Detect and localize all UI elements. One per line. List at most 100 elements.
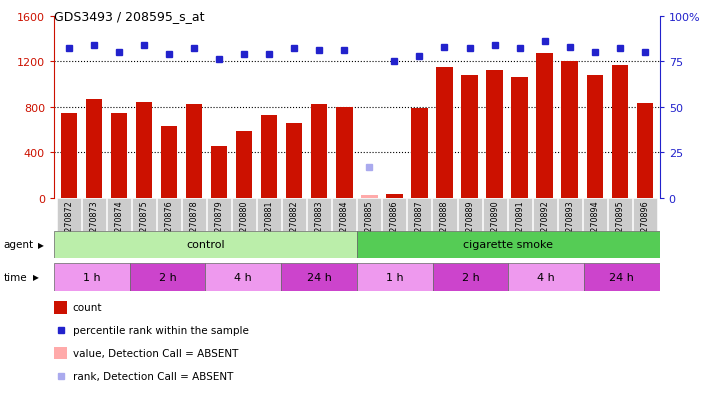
Text: GSM270881: GSM270881 (265, 200, 274, 248)
FancyBboxPatch shape (132, 198, 156, 231)
FancyBboxPatch shape (557, 198, 582, 231)
Text: cigarette smoke: cigarette smoke (464, 240, 553, 250)
Bar (136, 103, 152, 198)
Bar (536, 54, 553, 198)
Bar (61, 114, 77, 198)
FancyBboxPatch shape (583, 198, 606, 231)
FancyBboxPatch shape (508, 263, 584, 291)
Text: 24 h: 24 h (609, 272, 634, 282)
Bar (562, 62, 578, 198)
Text: count: count (73, 303, 102, 313)
FancyBboxPatch shape (307, 198, 332, 231)
Text: 4 h: 4 h (537, 272, 555, 282)
Text: GSM270889: GSM270889 (465, 200, 474, 248)
Text: GSM270876: GSM270876 (164, 200, 174, 248)
FancyBboxPatch shape (232, 198, 256, 231)
FancyBboxPatch shape (357, 231, 660, 258)
Bar (386, 195, 402, 198)
Bar (586, 76, 603, 198)
FancyBboxPatch shape (433, 263, 508, 291)
FancyBboxPatch shape (358, 198, 381, 231)
FancyBboxPatch shape (357, 263, 433, 291)
Bar (211, 147, 227, 198)
FancyBboxPatch shape (633, 198, 657, 231)
FancyBboxPatch shape (433, 198, 456, 231)
Text: GDS3493 / 208595_s_at: GDS3493 / 208595_s_at (54, 10, 205, 23)
Text: GSM270882: GSM270882 (290, 200, 298, 248)
Text: GSM270872: GSM270872 (65, 200, 74, 249)
Bar (236, 131, 252, 198)
Text: GSM270879: GSM270879 (215, 200, 224, 249)
FancyBboxPatch shape (332, 198, 356, 231)
Bar (111, 114, 128, 198)
Bar (286, 123, 303, 198)
Text: GSM270893: GSM270893 (565, 200, 574, 248)
FancyBboxPatch shape (54, 263, 130, 291)
Bar (336, 107, 353, 198)
Bar (186, 105, 203, 198)
FancyBboxPatch shape (458, 198, 482, 231)
Text: GSM270887: GSM270887 (415, 200, 424, 248)
Bar (86, 100, 102, 198)
Text: agent: agent (4, 240, 34, 250)
Text: GSM270890: GSM270890 (490, 200, 499, 248)
Text: GSM270888: GSM270888 (440, 200, 449, 248)
FancyBboxPatch shape (281, 263, 357, 291)
FancyBboxPatch shape (205, 263, 281, 291)
Text: GSM270873: GSM270873 (89, 200, 99, 248)
FancyBboxPatch shape (207, 198, 231, 231)
FancyBboxPatch shape (608, 198, 632, 231)
Text: ▶: ▶ (33, 273, 39, 282)
Bar (261, 115, 278, 198)
FancyBboxPatch shape (283, 198, 306, 231)
FancyBboxPatch shape (407, 198, 431, 231)
Text: GSM270896: GSM270896 (640, 200, 649, 248)
FancyBboxPatch shape (57, 198, 81, 231)
Bar (637, 104, 653, 198)
FancyBboxPatch shape (533, 198, 557, 231)
Text: ▶: ▶ (37, 240, 43, 249)
FancyBboxPatch shape (482, 198, 507, 231)
FancyBboxPatch shape (584, 263, 660, 291)
Text: GSM270880: GSM270880 (240, 200, 249, 248)
Bar (161, 127, 177, 198)
FancyBboxPatch shape (130, 263, 205, 291)
FancyBboxPatch shape (107, 198, 131, 231)
Text: 4 h: 4 h (234, 272, 252, 282)
Text: percentile rank within the sample: percentile rank within the sample (73, 325, 249, 335)
Text: GSM270884: GSM270884 (340, 200, 349, 248)
Bar (361, 195, 378, 198)
Text: GSM270878: GSM270878 (190, 200, 199, 248)
Text: control: control (186, 240, 225, 250)
FancyBboxPatch shape (382, 198, 407, 231)
Bar (487, 71, 503, 198)
Text: GSM270895: GSM270895 (615, 200, 624, 249)
Text: 1 h: 1 h (386, 272, 404, 282)
Bar (411, 109, 428, 198)
Text: GSM270892: GSM270892 (540, 200, 549, 249)
Bar (311, 105, 327, 198)
Text: 2 h: 2 h (461, 272, 479, 282)
FancyBboxPatch shape (257, 198, 281, 231)
Text: GSM270883: GSM270883 (315, 200, 324, 248)
Text: value, Detection Call = ABSENT: value, Detection Call = ABSENT (73, 348, 238, 358)
FancyBboxPatch shape (82, 198, 106, 231)
Bar (511, 78, 528, 198)
Text: GSM270875: GSM270875 (140, 200, 149, 249)
Text: time: time (4, 272, 27, 282)
Text: 1 h: 1 h (83, 272, 101, 282)
FancyBboxPatch shape (157, 198, 181, 231)
Text: GSM270894: GSM270894 (590, 200, 599, 248)
Bar (436, 68, 453, 198)
Text: 24 h: 24 h (306, 272, 332, 282)
FancyBboxPatch shape (182, 198, 206, 231)
FancyBboxPatch shape (54, 231, 357, 258)
Bar (461, 76, 477, 198)
Text: GSM270885: GSM270885 (365, 200, 374, 248)
Text: rank, Detection Call = ABSENT: rank, Detection Call = ABSENT (73, 371, 233, 381)
Text: 2 h: 2 h (159, 272, 177, 282)
Text: GSM270874: GSM270874 (115, 200, 123, 248)
Text: GSM270891: GSM270891 (515, 200, 524, 248)
Bar (611, 65, 628, 198)
FancyBboxPatch shape (508, 198, 531, 231)
